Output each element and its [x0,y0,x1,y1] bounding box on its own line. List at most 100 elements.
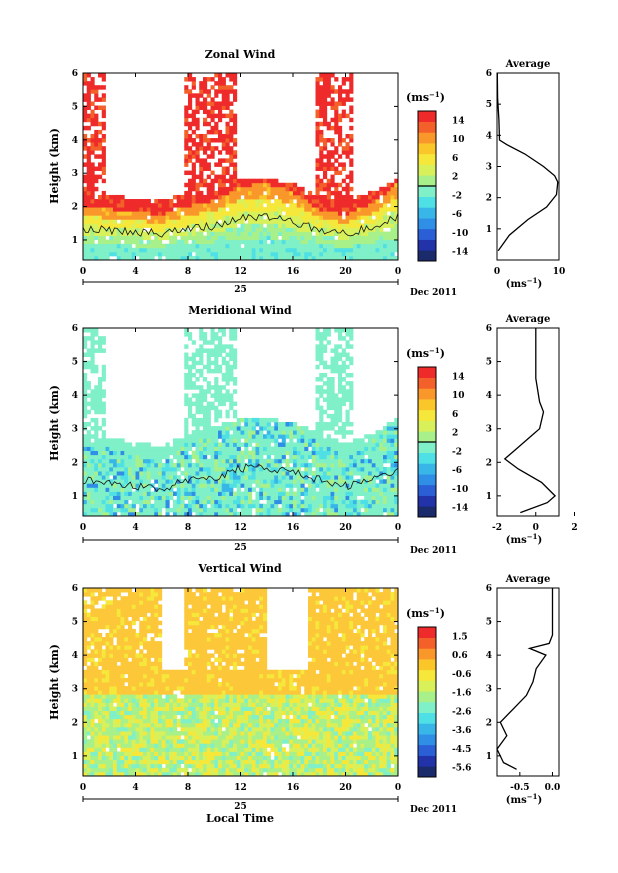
heatmap-cell [86,588,91,593]
heatmap-cell [90,487,95,492]
heatmap-cell [101,368,106,374]
heatmap-cell [116,446,121,452]
heatmap-cell [203,340,208,345]
heatmap-cell [113,475,118,480]
heatmap-cell [139,706,144,712]
heatmap-cell [94,227,99,232]
heatmap-cell [278,491,283,496]
heatmap-cell [128,710,133,716]
heatmap-cell [345,475,350,480]
heatmap-cell [349,81,354,86]
heatmap-cell [143,739,148,744]
heatmap-cell [349,186,354,192]
heatmap-cell [109,211,114,216]
heatmap-cell [90,450,95,456]
heatmap-cell [330,462,335,468]
heatmap-cell [375,239,380,245]
heatmap-cell [120,624,125,630]
heatmap-cell [203,77,208,82]
heatmap-cell [173,483,178,488]
heatmap-cell [244,239,249,245]
heatmap-cell [225,491,230,496]
heatmap-cell [135,471,140,476]
heatmap-cell [330,125,335,131]
heatmap-cell [323,117,328,123]
heatmap-cell [341,178,346,184]
heatmap-cell [109,219,114,224]
heatmap-cell [184,495,189,501]
heatmap-cell [154,235,159,241]
heatmap-cell [131,743,136,748]
average-x-tick-label: 2 [571,523,577,533]
heatmap-cell [143,588,148,593]
heatmap-cell [255,434,260,439]
heatmap-cell [345,190,350,196]
heatmap-cell [364,499,369,505]
heatmap-cell [341,393,346,398]
heatmap-cell [206,487,211,492]
heatmap-cell [248,207,253,212]
heatmap-cell [83,718,88,724]
heatmap-cell [113,682,118,687]
heatmap-cell [165,487,170,492]
heatmap-cell [221,483,226,488]
heatmap-cell [266,438,271,443]
heatmap-cell [180,438,185,443]
heatmap-cell [90,340,95,345]
heatmap-cell [334,194,339,200]
heatmap-cell [109,243,114,249]
heatmap-cell [199,251,204,257]
heatmap-cell [349,479,354,484]
heatmap-cell [334,471,339,476]
heatmap-cell [113,491,118,496]
heatmap-cell [293,207,298,212]
heatmap-cell [184,182,189,188]
heatmap-cell [326,487,331,492]
heatmap-cell [218,442,223,447]
heatmap-cell [214,417,219,423]
heatmap-cell [319,417,324,423]
heatmap-cell [143,596,148,601]
heatmap-cell [345,247,350,253]
heatmap-cell [90,231,95,237]
heatmap-cell [113,686,118,691]
average-y-tick-label: 5 [486,358,492,368]
heatmap-cell [188,150,193,155]
heatmap-cell [210,178,215,184]
heatmap-cell [218,129,223,135]
heatmap-cell [101,596,106,601]
heatmap-cell [308,438,313,443]
heatmap-cell [315,129,320,135]
heatmap-cell [180,251,185,257]
heatmap-cell [326,77,331,82]
heatmap-cell [394,223,399,228]
heatmap-cell [233,409,238,415]
heatmap-cell [83,694,88,699]
heatmap-cell [360,255,365,261]
heatmap-cell [203,235,208,241]
heatmap-cell [101,113,106,119]
heatmap-cell [86,690,91,695]
heatmap-cell [319,393,324,398]
heatmap-cell [221,203,226,208]
heatmap-cell [248,434,253,439]
heatmap-cell [86,628,91,634]
heatmap-cell [225,381,230,386]
heatmap-cell [109,487,114,492]
heatmap-cell [158,450,163,456]
heatmap-cell [139,454,144,460]
y-tick-label: 6 [72,69,78,79]
heatmap-cell [184,417,189,423]
heatmap-cell [349,450,354,456]
heatmap-cell [86,430,91,435]
heatmap-cell [203,483,208,488]
heatmap-cell [293,446,298,452]
heatmap-cell [83,487,88,492]
heatmap-cell [158,255,163,261]
heatmap-cell [165,219,170,224]
heatmap-cell [116,735,121,740]
heatmap-cell [263,503,268,509]
heatmap-cell [326,162,331,167]
heatmap-cell [131,471,136,476]
heatmap-cell [341,377,346,382]
